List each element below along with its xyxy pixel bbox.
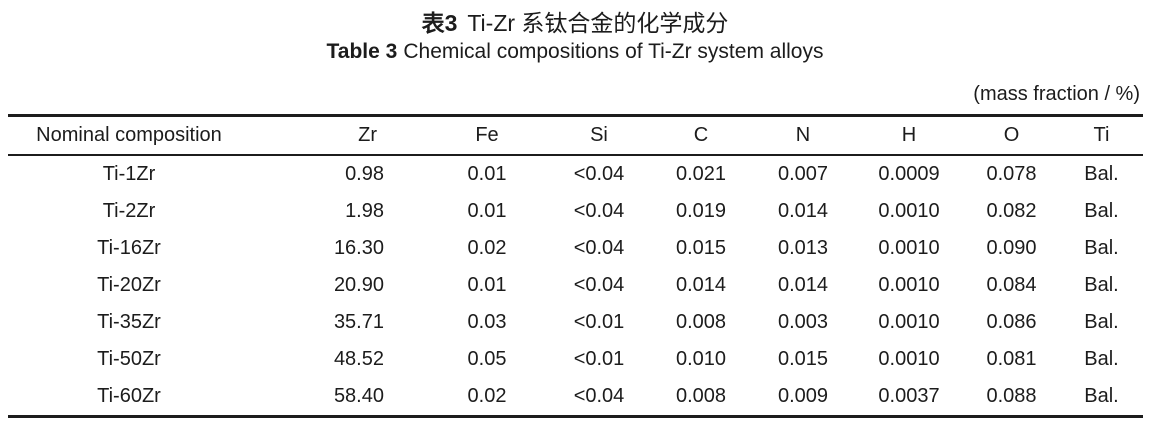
- alloy-name: Ti-16Zr: [97, 237, 161, 259]
- value-zr: 48.52: [333, 348, 384, 370]
- column-header-nominal-composition: Nominal composition: [36, 124, 222, 146]
- value-fe: 0.03: [467, 311, 507, 333]
- value-n: 0.007: [777, 163, 829, 185]
- unit-note: (mass fraction / %): [973, 83, 1140, 105]
- value-ti: Bal.: [1084, 311, 1119, 333]
- table-caption-chinese: 表3 Ti-Zr 系钛合金的化学成分: [0, 8, 1150, 38]
- caption-cn-text: Ti-Zr 系钛合金的化学成分: [467, 10, 729, 36]
- caption-en-text: Chemical compositions of Ti-Zr system al…: [403, 40, 824, 63]
- caption-en-label: Table 3: [326, 40, 398, 63]
- value-c: 0.008: [675, 311, 727, 333]
- value-zr: 1.98: [345, 200, 384, 222]
- value-fe: 0.02: [467, 385, 507, 407]
- value-ti: Bal.: [1084, 163, 1119, 185]
- value-h: 0.0010: [878, 348, 940, 370]
- table-row: Ti-35Zr 35.71 0.03 <0.01 0.008 0.003 0.0010 0.0…: [8, 304, 1143, 341]
- table-row: Ti-20Zr 20.90 0.01 <0.04 0.014 0.014 0.0010 0.0…: [8, 267, 1143, 304]
- value-fe: 0.01: [467, 274, 507, 296]
- value-fe: 0.01: [467, 200, 507, 222]
- value-o: 0.088: [986, 385, 1037, 407]
- column-header-c: C: [693, 124, 709, 146]
- value-n: 0.003: [777, 311, 829, 333]
- column-header-n: N: [795, 124, 811, 146]
- value-si: <0.04: [573, 200, 625, 222]
- caption-cn-label: 表3: [421, 10, 458, 36]
- alloy-name: Ti-2Zr: [102, 200, 156, 222]
- column-header-ti: Ti: [1093, 124, 1110, 146]
- value-zr: 58.40: [333, 385, 384, 407]
- value-n: 0.014: [777, 200, 829, 222]
- table-row: Ti-16Zr 16.30 0.02 <0.04 0.015 0.013 0.0010 0.0…: [8, 230, 1143, 267]
- header-row: Nominal composition Zr Fe Si C N H O Ti: [8, 116, 1143, 155]
- value-o: 0.081: [986, 348, 1037, 370]
- alloy-name: Ti-1Zr: [102, 163, 156, 185]
- value-zr: 35.71: [333, 311, 384, 333]
- alloy-name: Ti-20Zr: [97, 274, 161, 296]
- value-n: 0.015: [777, 348, 829, 370]
- value-si: <0.04: [573, 163, 625, 185]
- table-row: Ti-60Zr 58.40 0.02 <0.04 0.008 0.009 0.0037 0.0…: [8, 378, 1143, 417]
- value-zr: 20.90: [333, 274, 384, 296]
- value-h: 0.0010: [878, 237, 940, 259]
- value-fe: 0.01: [467, 163, 507, 185]
- value-c: 0.014: [675, 274, 727, 296]
- value-zr: 16.30: [333, 237, 384, 259]
- column-header-h: H: [901, 124, 917, 146]
- table-row: Ti-50Zr 48.52 0.05 <0.01 0.010 0.015 0.0010 0.0…: [8, 341, 1143, 378]
- table-caption-english: Table 3 Chemical compositions of Ti-Zr sy…: [0, 38, 1150, 66]
- value-h: 0.0010: [878, 311, 940, 333]
- table-row: Ti-2Zr 1.98 0.01 <0.04 0.019 0.014 0.0010 0.082…: [8, 193, 1143, 230]
- value-n: 0.009: [777, 385, 829, 407]
- value-h: 0.0037: [878, 385, 940, 407]
- table-row: Ti-1Zr 0.98 0.01 <0.04 0.021 0.007 0.0009 0.078…: [8, 155, 1143, 193]
- value-c: 0.008: [675, 385, 727, 407]
- value-si: <0.04: [573, 385, 625, 407]
- value-n: 0.014: [777, 274, 829, 296]
- value-si: <0.04: [573, 237, 625, 259]
- value-ti: Bal.: [1084, 237, 1119, 259]
- value-o: 0.084: [986, 274, 1037, 296]
- value-ti: Bal.: [1084, 200, 1119, 222]
- value-n: 0.013: [777, 237, 829, 259]
- column-header-zr: Zr: [358, 124, 377, 146]
- alloy-name: Ti-60Zr: [97, 385, 161, 407]
- value-fe: 0.02: [467, 237, 507, 259]
- value-c: 0.010: [675, 348, 727, 370]
- value-h: 0.0010: [878, 274, 940, 296]
- composition-table: Nominal composition Zr Fe Si C N H O Ti Ti-1Zr 0.…: [8, 114, 1143, 418]
- alloy-name: Ti-35Zr: [97, 311, 161, 333]
- value-ti: Bal.: [1084, 385, 1119, 407]
- value-c: 0.015: [675, 237, 727, 259]
- column-header-si: Si: [590, 124, 608, 146]
- value-o: 0.078: [986, 163, 1037, 185]
- value-zr: 0.98: [345, 163, 384, 185]
- value-si: <0.01: [573, 311, 625, 333]
- value-o: 0.082: [986, 200, 1037, 222]
- value-h: 0.0009: [878, 163, 940, 185]
- value-c: 0.019: [675, 200, 727, 222]
- value-fe: 0.05: [467, 348, 507, 370]
- value-si: <0.01: [573, 348, 625, 370]
- value-c: 0.021: [675, 163, 727, 185]
- alloy-name: Ti-50Zr: [97, 348, 161, 370]
- value-o: 0.086: [986, 311, 1037, 333]
- value-h: 0.0010: [878, 200, 940, 222]
- value-ti: Bal.: [1084, 274, 1119, 296]
- column-header-fe: Fe: [475, 124, 499, 146]
- value-ti: Bal.: [1084, 348, 1119, 370]
- table-body: Ti-1Zr 0.98 0.01 <0.04 0.021 0.007 0.0009 0.078…: [8, 155, 1143, 417]
- column-header-o: O: [1003, 124, 1020, 146]
- value-si: <0.04: [573, 274, 625, 296]
- value-o: 0.090: [986, 237, 1037, 259]
- table-caption: 表3 Ti-Zr 系钛合金的化学成分 Table 3 Chemical compos…: [0, 0, 1150, 66]
